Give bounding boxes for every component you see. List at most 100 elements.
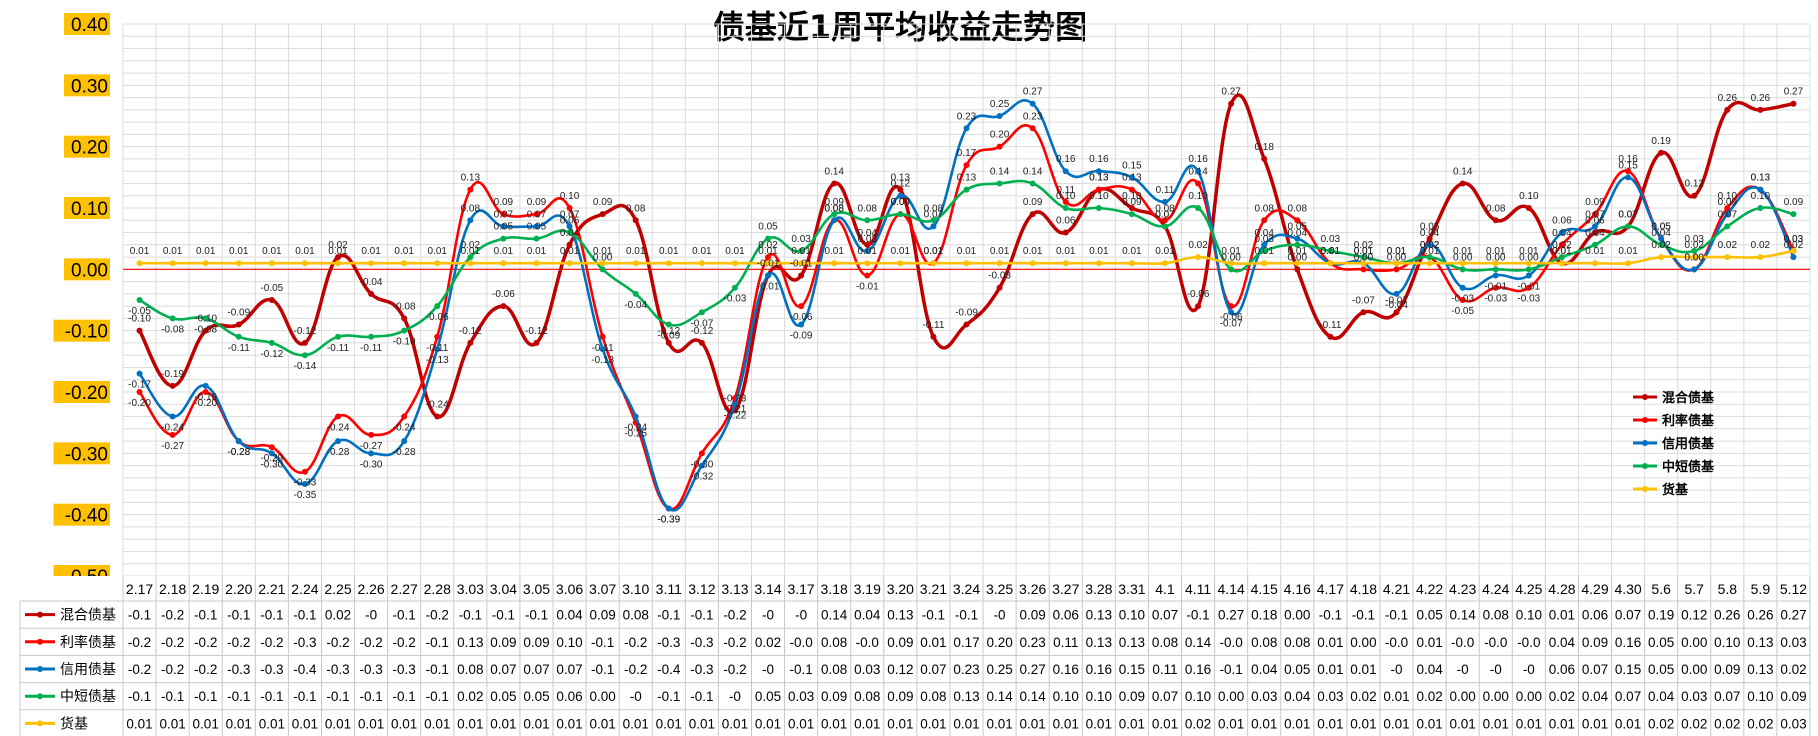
data-point <box>533 211 540 218</box>
table-cell: -0.2 <box>128 635 151 650</box>
data-label: 0.23 <box>1023 111 1043 122</box>
data-label: 0.04 <box>1420 228 1440 239</box>
table-cell: 0.16 <box>1053 662 1079 677</box>
data-point <box>169 413 176 420</box>
table-cell: 0.02 <box>755 635 781 650</box>
table-cell: 0.07 <box>1152 608 1178 623</box>
x-tick-label: 4.30 <box>1614 581 1641 597</box>
series-1 <box>136 93 1797 420</box>
table-cell: 0.00 <box>1516 689 1542 704</box>
data-label: -0.10 <box>194 314 217 325</box>
data-label: -0.28 <box>393 447 416 458</box>
data-label: 0.08 <box>1486 203 1506 214</box>
table-cell: -0.3 <box>690 635 713 650</box>
data-labels: -0.10-0.19-0.10-0.09-0.05-0.120.02-0.04-… <box>128 87 1803 526</box>
data-point <box>1492 260 1499 267</box>
table-cell: 0.01 <box>1317 635 1343 650</box>
data-label: -0.09 <box>790 331 813 342</box>
x-tick-label: 4.22 <box>1416 581 1443 597</box>
table-cell: -0.0 <box>1517 635 1540 650</box>
table-cell: -0.3 <box>227 662 250 677</box>
table-cell: 0.04 <box>1251 662 1278 677</box>
table-cell: -0.1 <box>326 689 349 704</box>
data-label: 0.07 <box>1618 209 1638 220</box>
y-tick-highlight <box>64 258 110 281</box>
data-point <box>235 260 242 267</box>
data-label: -0.11 <box>360 343 382 354</box>
data-label: 0.02 <box>461 240 481 251</box>
data-label: -0.12 <box>690 326 713 337</box>
data-point <box>169 382 176 389</box>
data-label: 0.23 <box>957 111 977 122</box>
data-point <box>1062 205 1069 211</box>
data-point <box>1625 174 1632 181</box>
y-tick-label: 0.00 <box>71 260 108 281</box>
data-point <box>1591 223 1598 230</box>
table-cell: 0.09 <box>887 635 913 650</box>
table-cell: 0.10 <box>1053 689 1079 704</box>
y-tick-highlight <box>64 13 110 35</box>
data-point <box>136 260 143 267</box>
table-cell: 0.12 <box>887 662 913 677</box>
data-point <box>1261 155 1268 162</box>
table-cell: 0.01 <box>490 716 516 731</box>
data-label: 0.01 <box>1354 246 1374 257</box>
data-point <box>831 211 838 218</box>
table-cell: 0.01 <box>1119 716 1145 731</box>
data-label: 0.02 <box>758 240 778 251</box>
data-label: -0.28 <box>227 447 250 458</box>
table-cell: 0.01 <box>1152 716 1178 731</box>
table-series-name: 利率债基 <box>60 634 116 651</box>
data-label: 0.08 <box>824 203 844 214</box>
table-cell: 0.07 <box>556 662 582 677</box>
table-cell: 0.07 <box>1582 662 1608 677</box>
table-cell: -0.1 <box>525 608 548 623</box>
data-label: 0.09 <box>527 197 547 208</box>
data-point <box>1459 284 1466 291</box>
data-label: 0.13 <box>1089 173 1109 184</box>
table-cell: 0.01 <box>358 716 384 731</box>
data-point <box>665 505 672 512</box>
table-cell: 0.27 <box>1020 662 1046 677</box>
table-cell: 0.01 <box>788 716 814 731</box>
data-label: 0.01 <box>924 246 944 257</box>
data-label: -0.19 <box>194 392 217 403</box>
data-point <box>434 303 441 310</box>
table-cell: -0.1 <box>1219 662 1242 677</box>
table-cell: 0.08 <box>854 689 880 704</box>
table-cell: 0.01 <box>1053 716 1079 731</box>
data-label: 0.00 <box>1519 252 1539 263</box>
data-label: -0.06 <box>426 312 449 323</box>
table-cell: 0.05 <box>523 689 549 704</box>
data-label: -0.08 <box>194 324 217 335</box>
data-point <box>500 303 507 310</box>
data-label: -0.14 <box>294 361 317 372</box>
data-point <box>1558 260 1565 267</box>
table-cell: 0.09 <box>490 635 516 650</box>
data-point <box>632 413 639 420</box>
data-point <box>301 260 308 267</box>
data-label: -0.39 <box>657 515 680 526</box>
data-point <box>169 431 176 438</box>
data-label: -0.13 <box>426 355 449 366</box>
data-label: 0.02 <box>1751 240 1771 251</box>
x-tick-label: 3.31 <box>1118 581 1145 597</box>
table-cell: 0.08 <box>457 662 483 677</box>
data-point <box>202 260 209 267</box>
data-label: 0.07 <box>924 209 944 220</box>
data-label: -0.25 <box>624 429 647 440</box>
table-cell: 0.03 <box>1780 716 1806 731</box>
table-cell: 0.13 <box>1086 608 1112 623</box>
data-point <box>500 235 507 242</box>
data-label: 0.01 <box>1155 246 1175 257</box>
data-label: 0.13 <box>1089 173 1109 184</box>
table-cell: -0.1 <box>161 689 184 704</box>
data-point <box>1360 266 1367 273</box>
data-label: 0.03 <box>791 234 811 245</box>
data-point <box>1591 260 1598 267</box>
data-point <box>996 143 1003 150</box>
legend-label: 货基 <box>1662 482 1689 498</box>
data-label: 0.14 <box>1188 166 1208 177</box>
table-cell: 0.01 <box>1549 608 1575 623</box>
data-label: 0.07 <box>1585 209 1605 220</box>
